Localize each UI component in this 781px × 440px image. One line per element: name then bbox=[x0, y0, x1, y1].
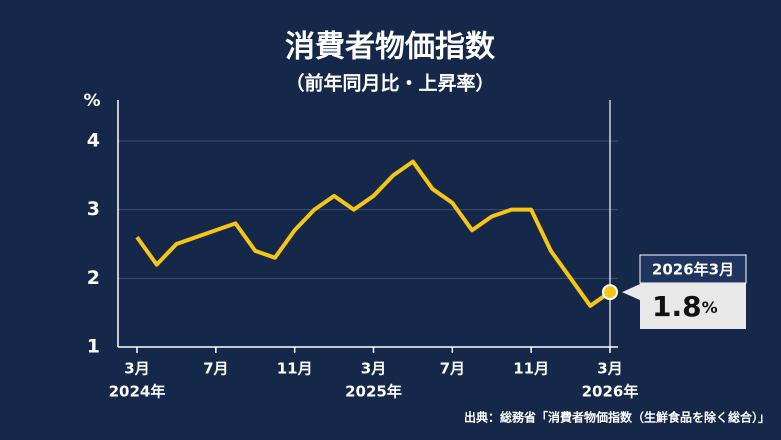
x-tick-label: 11月 bbox=[277, 360, 313, 378]
data-line bbox=[135, 159, 612, 308]
callout-pointer bbox=[622, 284, 640, 301]
x-tick-label: 11月 bbox=[513, 360, 549, 378]
last-point bbox=[602, 284, 618, 301]
x-tick-label: 7月 bbox=[440, 360, 465, 378]
x-tick-label: 7月 bbox=[203, 360, 228, 378]
chart-title: 消費者物価指数 bbox=[285, 30, 496, 65]
x-tick-label: 3月 bbox=[124, 360, 149, 378]
year-label: 2026年 bbox=[582, 383, 639, 401]
callout-number: 1.8 bbox=[652, 290, 702, 323]
y-tick-label: 4 bbox=[87, 130, 100, 152]
callout-body bbox=[640, 283, 746, 329]
x-tick-label: 3月 bbox=[597, 360, 622, 378]
x-tick-label: 3月 bbox=[361, 360, 386, 378]
year-label: 2025年 bbox=[345, 383, 402, 401]
y-tick-label: 2 bbox=[87, 267, 100, 289]
year-label: 2024年 bbox=[109, 383, 166, 401]
y-tick-label: 3 bbox=[87, 198, 100, 220]
chart-subtitle: （前年同月比・上昇率） bbox=[285, 72, 494, 95]
callout-unit: % bbox=[702, 298, 718, 317]
callout-date: 2026年3月 bbox=[652, 261, 734, 279]
y-tick-label: 1 bbox=[87, 336, 100, 358]
callout-value: 1.8% bbox=[652, 290, 718, 323]
source: 出典：総務省「消費者物価指数（生鮮食品を除く総合）」 bbox=[464, 410, 770, 425]
y-unit: % bbox=[83, 91, 100, 111]
